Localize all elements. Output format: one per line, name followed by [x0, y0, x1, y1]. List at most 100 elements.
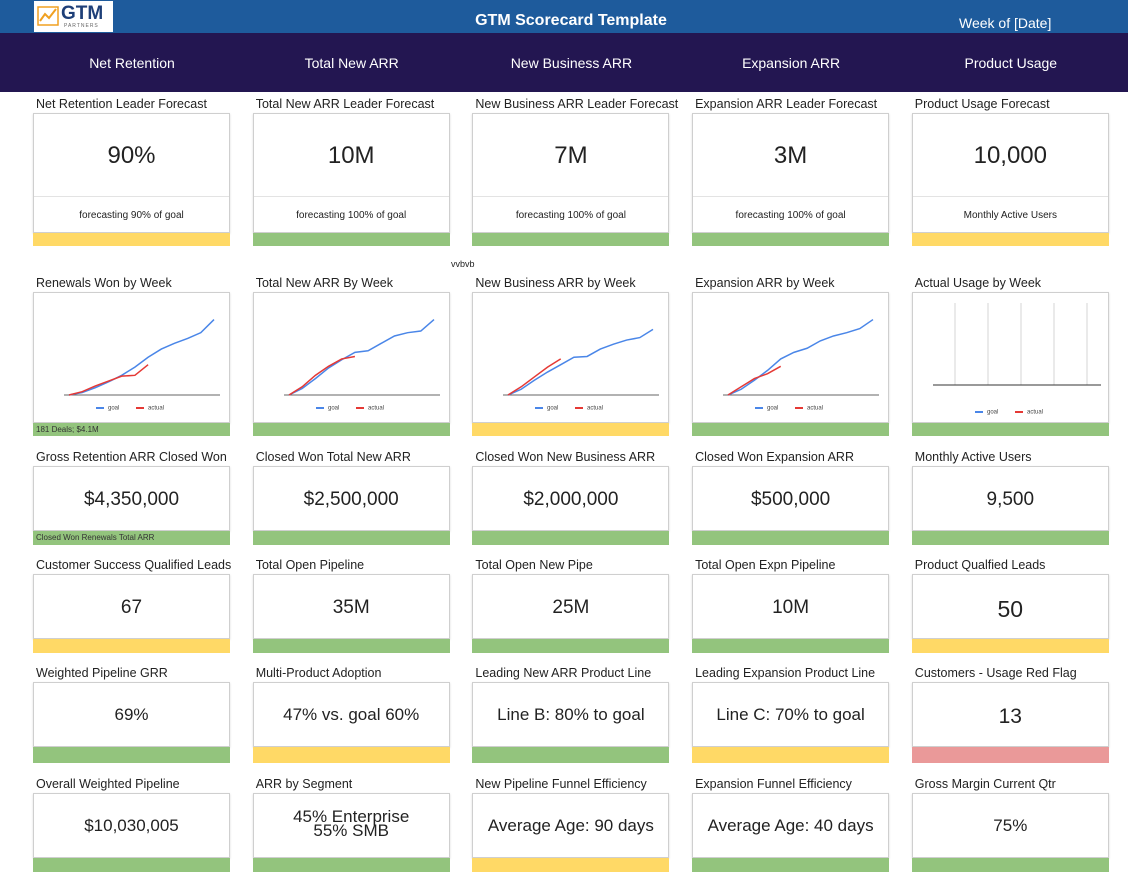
card-label: Weighted Pipeline GRR — [36, 666, 168, 680]
status-bar — [692, 639, 890, 653]
status-bar — [692, 423, 890, 436]
card-value: 45% Enterprise 55% SMB — [293, 806, 410, 840]
status-bar — [472, 531, 670, 545]
legend-label: actual — [587, 406, 603, 412]
card-box: 9,500 — [911, 466, 1109, 531]
title: GTM Scorecard Template — [475, 12, 667, 29]
card-label: Total New ARR By Week — [255, 276, 394, 290]
card-label: ARR by Segment — [255, 777, 353, 791]
card-box: goal actual — [911, 292, 1109, 423]
series-line — [68, 364, 149, 396]
card-value: $2,000,000 — [523, 488, 619, 510]
card-box: 47% vs. goal 60% — [252, 682, 450, 747]
legend-label: goal — [328, 406, 339, 412]
card-box: Average Age: 90 days — [472, 793, 670, 858]
card-label: Renewals Won by Week — [36, 276, 172, 290]
card-box: 50 — [911, 574, 1109, 639]
card-box: $4,350,000 — [33, 466, 230, 531]
card-value: 47% vs. goal 60% — [283, 704, 420, 724]
card-value: 3M — [773, 142, 808, 169]
column-header: New Business ARR — [510, 55, 633, 71]
status-bar — [911, 747, 1109, 763]
status-bar — [252, 858, 450, 872]
card-box: $2,000,000 — [472, 466, 670, 531]
logo: GTM PARTNERS — [34, 1, 113, 32]
card-value: $500,000 — [750, 488, 831, 510]
status-bar — [33, 858, 230, 872]
card-box: 69% — [33, 682, 230, 747]
status-bar — [252, 423, 450, 436]
card-box: Line B: 80% to goal — [472, 682, 670, 747]
legend-label: goal — [108, 406, 119, 412]
card-value: 10,000 — [973, 142, 1047, 169]
card-divider — [253, 196, 449, 197]
card-label: Customer Success Qualified Leads — [36, 558, 232, 572]
card-value: $4,350,000 — [83, 488, 180, 510]
top-bar — [0, 0, 1128, 33]
status-bar — [911, 639, 1109, 653]
legend-label: goal — [547, 406, 558, 412]
card-label: Actual Usage by Week — [914, 276, 1042, 290]
card-box: goal actual — [33, 292, 230, 423]
legend-label: actual — [1027, 410, 1043, 416]
series-line — [727, 318, 874, 396]
card-value: 67 — [120, 596, 143, 618]
card-box: $500,000 — [692, 466, 890, 531]
card-label: Overall Weighted Pipeline — [36, 777, 180, 791]
mini-chart: goal actual — [503, 328, 660, 412]
status-bar — [911, 858, 1109, 872]
status-bar — [472, 233, 670, 246]
status-bar — [472, 639, 670, 653]
series-line — [507, 358, 562, 396]
card-label: Net Retention Leader Forecast — [36, 97, 207, 111]
series-line — [508, 328, 654, 396]
card-box: 25M — [472, 574, 670, 639]
card-box: 10,000 Monthly Active Users — [911, 113, 1109, 233]
series-line — [288, 318, 435, 396]
status-bar — [692, 233, 890, 246]
card-value: Average Age: 90 days — [487, 815, 654, 835]
card-box: $2,500,000 — [252, 466, 450, 531]
status-bar — [472, 423, 670, 436]
card-box: goal actual — [252, 292, 450, 423]
series-line — [68, 319, 215, 396]
mini-chart: goal actual — [723, 318, 880, 412]
card-label: Total Open Pipeline — [255, 558, 365, 572]
card-value: 75% — [993, 815, 1028, 835]
card-label: Expansion ARR Leader Forecast — [695, 97, 878, 111]
card-box: 90% forecasting 90% of goal — [33, 113, 230, 233]
card-value: Line B: 80% to goal — [497, 704, 645, 724]
legend-label: actual — [368, 406, 384, 412]
status-bar — [692, 531, 890, 545]
status-bar — [252, 639, 450, 653]
card-box: goal actual — [692, 292, 890, 423]
card-label: Total Open Expn Pipeline — [695, 558, 836, 572]
card-label: New Pipeline Funnel Efficiency — [475, 777, 647, 791]
card-box: 67 — [33, 574, 230, 639]
card-value: 69% — [114, 704, 149, 724]
card-value: 25M — [552, 596, 590, 618]
card-value: 35M — [332, 596, 370, 618]
status-bar: 181 Deals; $4.1M — [33, 423, 230, 436]
card-box: Average Age: 40 days — [692, 793, 890, 858]
logo-sub: PARTNERS — [64, 23, 99, 29]
card-label: Total Open New Pipe — [475, 558, 593, 572]
card-value: 10M — [327, 142, 375, 169]
legend-label: actual — [807, 406, 823, 412]
card-value: Average Age: 40 days — [707, 815, 874, 835]
card-label: Customers - Usage Red Flag — [914, 666, 1077, 680]
card-box: 3M forecasting 100% of goal — [692, 113, 890, 233]
status-bar — [252, 531, 450, 545]
card-label: Leading Expansion Product Line — [695, 666, 876, 680]
mini-chart: goal actual — [932, 303, 1101, 416]
card-sub: forecasting 100% of goal — [515, 210, 626, 221]
status-bar — [692, 747, 890, 763]
card-label: Leading New ARR Product Line — [475, 666, 652, 680]
status-bar — [911, 423, 1109, 436]
card-box: 13 — [911, 682, 1109, 747]
card-value: $10,030,005 — [84, 815, 179, 835]
status-bar — [911, 531, 1109, 545]
column-header: Net Retention — [89, 55, 175, 71]
card-box: 45% Enterprise 55% SMB — [252, 793, 450, 858]
card-value: 7M — [554, 142, 588, 169]
